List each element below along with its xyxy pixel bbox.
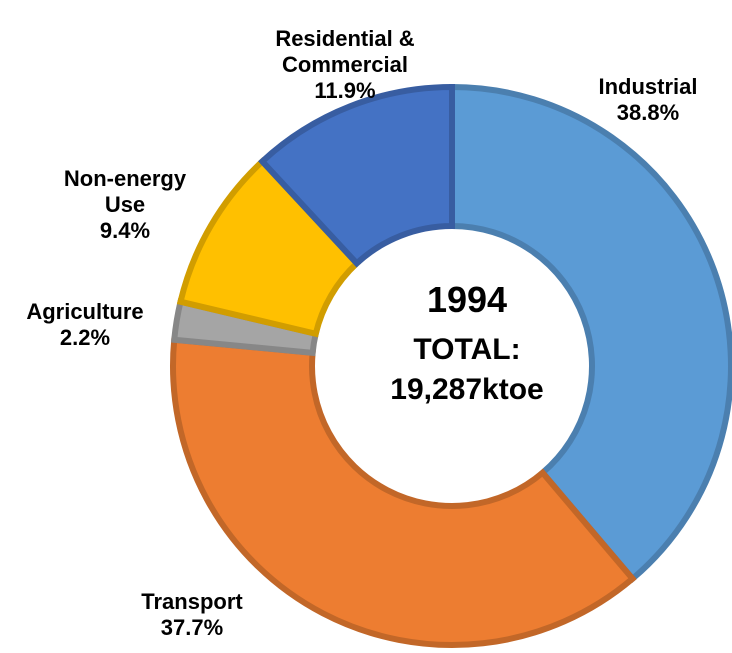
slice-label: Agriculture 2.2% — [0, 299, 170, 351]
value-label: 38.8% — [616, 100, 680, 125]
category-label: Agriculture — [26, 299, 144, 324]
donut-slice — [258, 83, 455, 268]
center-year: 1994 — [426, 279, 508, 320]
category-label: Industrial — [598, 74, 698, 99]
donut-slice — [170, 336, 637, 648]
value-label: 37.7% — [160, 615, 224, 640]
category-label: Residential & Commercial — [275, 26, 415, 77]
category-label: Non-energy Use — [63, 166, 187, 217]
center-total-value: 19,287ktoe — [390, 373, 544, 406]
value-label: 9.4% — [99, 218, 151, 243]
value-label: 2.2% — [59, 325, 111, 350]
slice-label: Residential & Commercial 11.9% — [255, 26, 435, 104]
slice-label: Transport 37.7% — [112, 589, 272, 641]
value-label: 11.9% — [314, 78, 376, 103]
donut-slice — [449, 83, 732, 583]
slice-label: Industrial 38.8% — [568, 74, 728, 126]
center-total-label: TOTAL: — [413, 333, 521, 366]
slice-label: Non-energy Use 9.4% — [45, 166, 205, 244]
category-label: Transport — [141, 589, 243, 614]
